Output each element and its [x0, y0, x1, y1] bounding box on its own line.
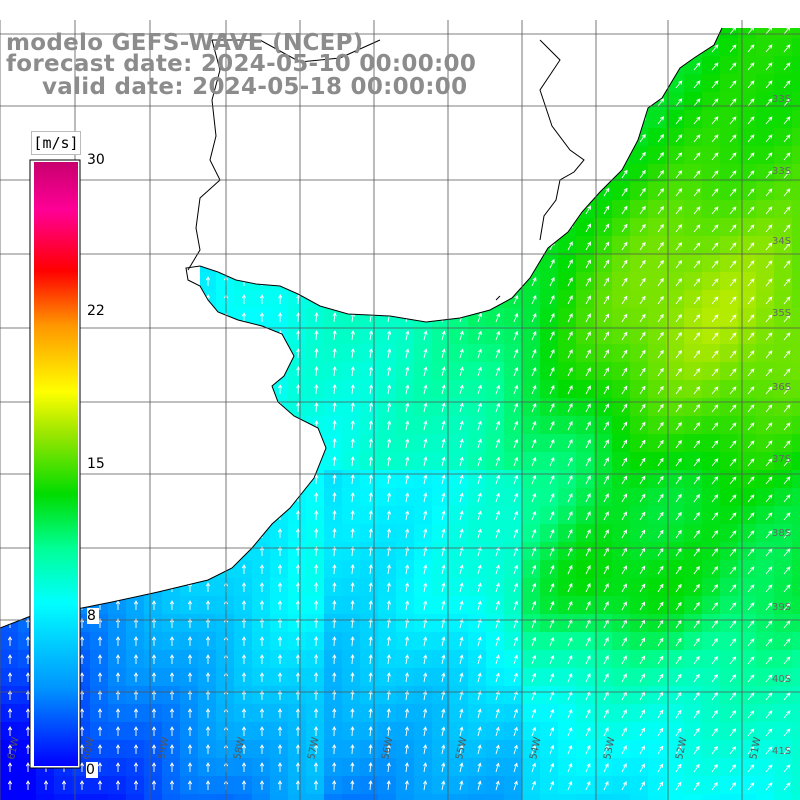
title-forecast-date: forecast date: 2024-05-10 00:00:00 [6, 51, 477, 77]
lat-lon-grid [0, 20, 800, 800]
longitude-label: 52W [674, 736, 689, 761]
latitude-label: 39S [772, 602, 791, 613]
colorbar-tick-0: 0 [86, 762, 98, 778]
colorbar [34, 162, 78, 766]
longitude-label: 59W [156, 736, 171, 761]
colorbar-tick-15: 15 [87, 456, 117, 472]
latitude-label: 35S [772, 308, 791, 319]
longitude-label: 55W [454, 736, 469, 761]
latitude-labels: 33S 33S 34S 35S 36S 37S 38S 39S 40S 41S [772, 94, 791, 757]
latitude-label: 33S [772, 94, 791, 105]
colorbar-tick-22: 22 [87, 303, 117, 319]
latitude-label: 33S [772, 166, 791, 177]
coastline [0, 27, 723, 629]
latitude-label: 41S [772, 746, 791, 757]
title-model: modelo GEFS-WAVE (NCEP) [6, 30, 364, 56]
longitude-label: 61W [6, 736, 21, 761]
latitude-label: 36S [772, 382, 791, 393]
latitude-label: 34S [772, 236, 791, 247]
longitude-label: 58W [232, 736, 247, 761]
colorbar-tick-30: 30 [87, 152, 117, 168]
colorbar-tick-8: 8 [87, 608, 99, 624]
longitude-label: 60W [81, 736, 96, 761]
longitude-label: 57W [306, 736, 321, 761]
longitude-label: 51W [748, 736, 763, 761]
latitude-label: 38S [772, 528, 791, 539]
latitude-label: 40S [772, 674, 791, 685]
wind-speed-field [0, 28, 800, 800]
latitude-label: 37S [772, 454, 791, 465]
longitude-label: 53W [602, 736, 617, 761]
longitude-label: 54W [528, 736, 543, 761]
longitude-label: 56W [380, 736, 395, 761]
colorbar-unit-label: [m/s] [31, 131, 81, 155]
title-valid-date: valid date: 2024-05-18 00:00:00 [42, 74, 468, 100]
longitude-labels: 61W 60W 59W 58W 57W 56W 55W 54W 53W 52W 51W [6, 736, 763, 761]
